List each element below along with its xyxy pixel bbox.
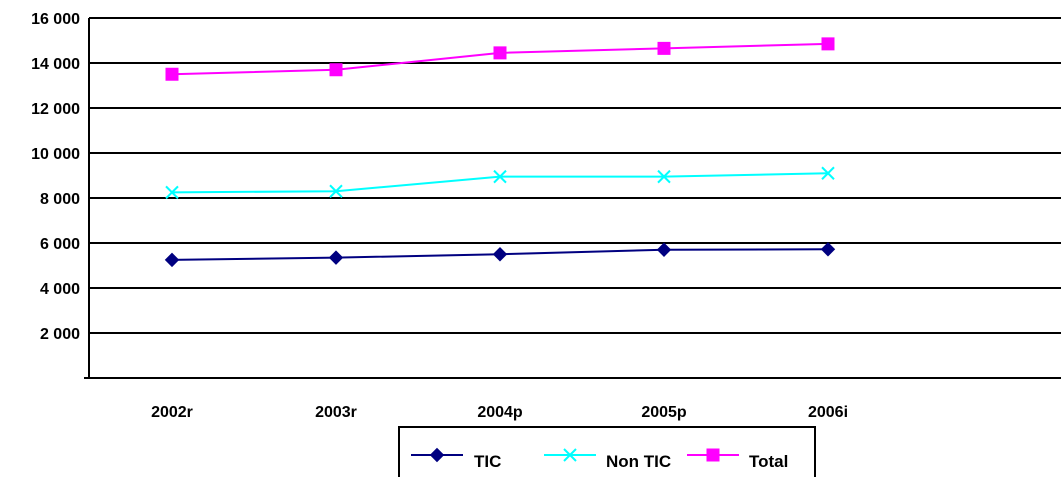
x-tick-label: 2005p xyxy=(641,404,687,421)
gridlines xyxy=(89,17,1061,334)
x-tick-label: 2006i xyxy=(808,404,848,421)
series-non-tic xyxy=(165,166,835,200)
legend: TIC Non TIC Total xyxy=(398,426,816,477)
data-point-tic xyxy=(492,247,508,262)
y-tick-label: 2 000 xyxy=(40,326,80,343)
series-total xyxy=(165,37,835,81)
y-tick-label: 6 000 xyxy=(40,236,80,253)
x-axis-tick-labels: 2002r 2003r 2004p 2005p 2006i xyxy=(151,404,848,421)
y-tick-label: 12 000 xyxy=(31,101,80,118)
data-point-non-tic xyxy=(657,169,671,184)
data-point-non-tic xyxy=(165,185,179,200)
y-tick-label: 8 000 xyxy=(40,191,80,208)
legend-item-non-tic: Non TIC xyxy=(544,448,671,471)
legend-box xyxy=(398,426,816,477)
legend-label: Total xyxy=(749,452,788,471)
legend-label: TIC xyxy=(474,452,501,471)
data-point-total xyxy=(493,46,507,60)
data-point-non-tic xyxy=(493,169,507,184)
y-tick-label: 10 000 xyxy=(31,146,80,163)
y-tick-label: 16 000 xyxy=(31,11,80,28)
y-tick-label: 4 000 xyxy=(40,281,80,298)
data-point-total xyxy=(821,37,835,51)
data-point-total xyxy=(329,63,343,77)
legend-marker-total xyxy=(706,448,720,462)
x-tick-label: 2002r xyxy=(151,404,193,421)
y-tick-label: 14 000 xyxy=(31,56,80,73)
legend-label: Non TIC xyxy=(606,452,671,471)
data-point-non-tic xyxy=(821,166,835,180)
data-point-tic xyxy=(328,250,344,265)
legend-marker-tic xyxy=(429,447,445,463)
data-point-total xyxy=(657,41,671,55)
data-point-tic xyxy=(820,242,836,257)
series-tic xyxy=(164,242,836,268)
data-point-non-tic xyxy=(329,184,343,198)
data-point-total xyxy=(165,67,179,81)
y-axis-tick-labels: 2 000 4 000 6 000 8 000 10 000 12 000 14 000 16… xyxy=(31,11,80,343)
data-point-tic xyxy=(164,252,180,268)
legend-marker-non-tic xyxy=(563,448,577,462)
x-tick-label: 2004p xyxy=(477,404,523,421)
x-tick-label: 2003r xyxy=(315,404,357,421)
legend-item-tic: TIC xyxy=(411,447,501,471)
legend-item-total: Total xyxy=(687,448,788,471)
series-group xyxy=(164,37,836,268)
data-point-tic xyxy=(656,242,672,257)
axes xyxy=(84,18,1061,379)
